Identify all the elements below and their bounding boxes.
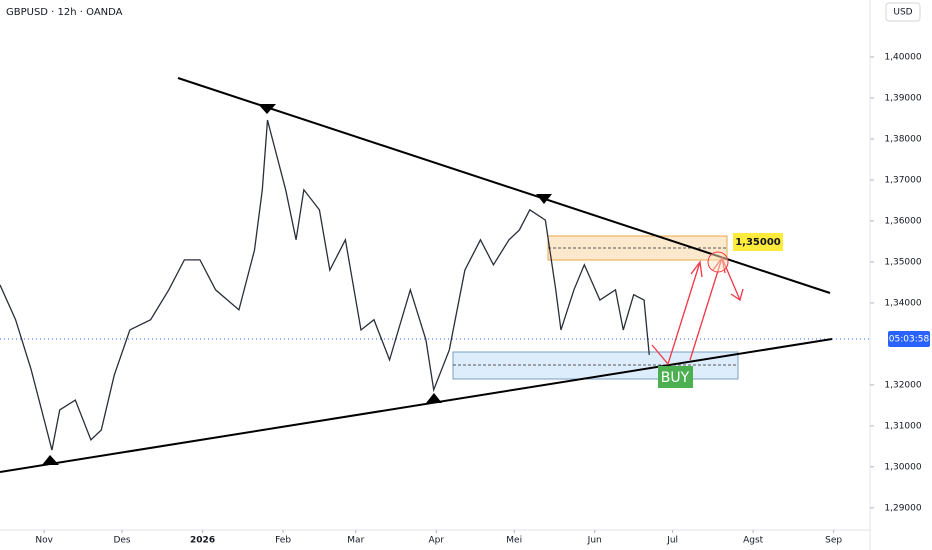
x-tick-label: Sep (825, 536, 842, 546)
x-tick-label: Nov (35, 536, 53, 546)
timer-box (888, 331, 930, 347)
y-tick-label: 1,36000 (884, 216, 921, 226)
x-tick-label: Jul (666, 536, 678, 546)
x-tick-label: Mei (506, 536, 522, 546)
x-tick-label: Des (113, 536, 130, 546)
annotation: 1,35000 (735, 237, 781, 248)
y-tick-label: 1,34000 (884, 298, 921, 308)
arrow-head (690, 260, 703, 278)
currency-box (885, 2, 921, 22)
trendline (0, 338, 833, 473)
chart-title: GBPUSD · 12h · OANDA (6, 7, 123, 18)
resistance-zone (547, 235, 728, 261)
x-tick-label: Agst (743, 536, 764, 546)
x-tick-label: Mar (347, 536, 364, 546)
annotation: BUY (661, 370, 690, 386)
x-tick-label: Apr (429, 536, 445, 546)
x-tick-label: Jun (587, 536, 602, 546)
y-tick-label: 1,38000 (884, 134, 921, 144)
series-layer (0, 119, 650, 451)
pivot-marker (426, 393, 442, 403)
x-tick-label: Feb (275, 536, 291, 546)
price-timer: 05:03:58 (889, 335, 930, 345)
y-tick-label: 1,37000 (884, 175, 921, 185)
y-tick-label: 1,35000 (884, 257, 921, 267)
y-tick-label: 1,39000 (884, 93, 921, 103)
y-tick-label: 1,29000 (884, 503, 921, 513)
path-arrow (651, 261, 701, 366)
pivot-marker (536, 194, 552, 204)
y-tick-label: 1,30000 (884, 462, 921, 472)
price-line (0, 119, 650, 451)
y-tick-label: 1,31000 (884, 421, 921, 431)
label-box (733, 233, 783, 251)
label-box (658, 366, 693, 388)
y-tick-label: 1,32000 (884, 380, 921, 390)
y-tick-label: 1,40000 (884, 52, 921, 62)
target-circle (707, 251, 729, 273)
currency: USD (893, 8, 912, 18)
arrow-head (730, 288, 744, 302)
x-tick-label: 2026 (190, 536, 215, 546)
pivot-marker (42, 455, 59, 465)
pivot-marker (258, 104, 276, 114)
